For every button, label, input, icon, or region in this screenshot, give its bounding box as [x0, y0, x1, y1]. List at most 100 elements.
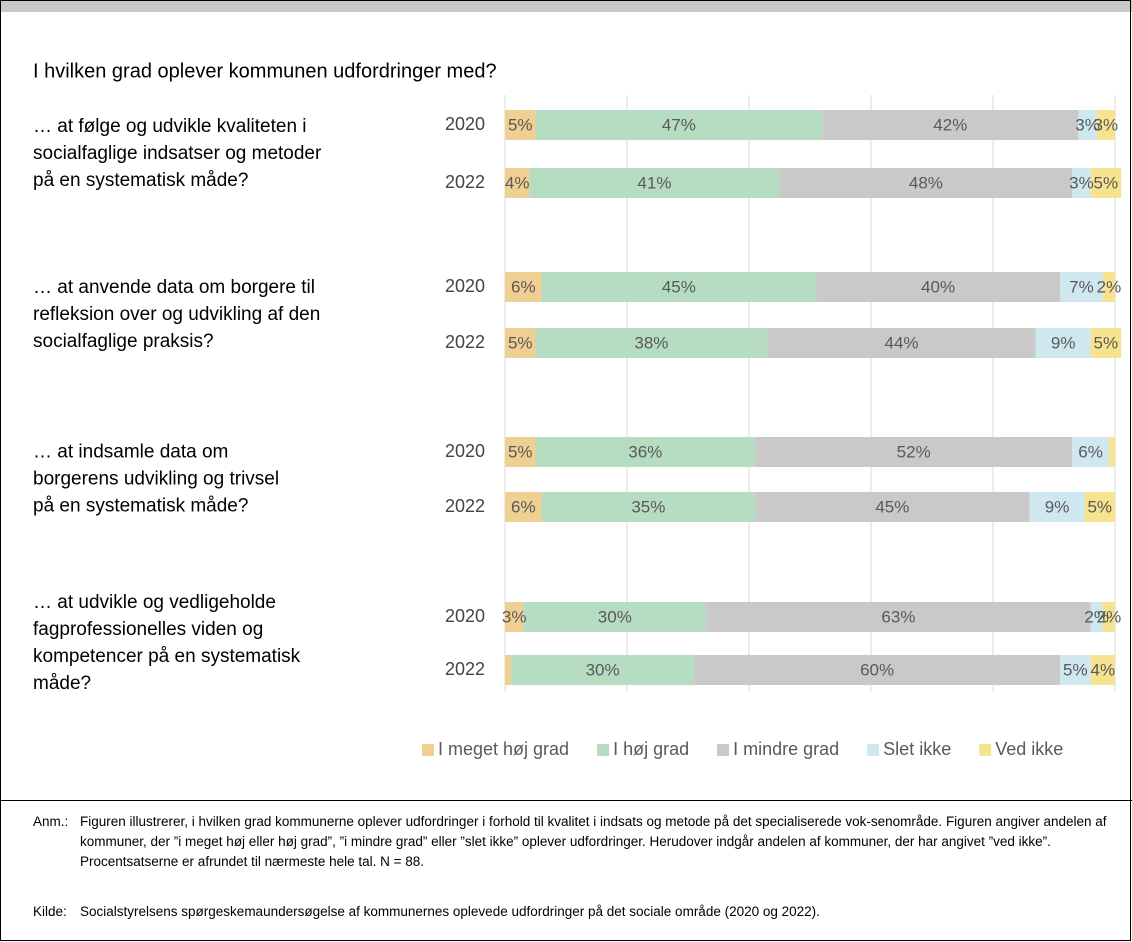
bar-segment [822, 110, 1079, 140]
bar-segment [505, 328, 536, 358]
legend-label: Ved ikke [995, 739, 1063, 759]
bar-segment [535, 328, 768, 358]
bar-segment [505, 272, 542, 302]
bar-segment [1078, 110, 1097, 140]
data-label: 45% [662, 277, 696, 296]
data-label: 52% [897, 442, 931, 461]
bar-segment [1096, 110, 1115, 140]
bar-segment [505, 655, 512, 685]
data-label: 9% [1051, 333, 1076, 352]
bar-segment [505, 110, 536, 140]
legend-label: I mindre grad [733, 739, 839, 759]
y-tick-label: 2020 [445, 114, 485, 134]
group-label: borgerens udvikling og trivsel [33, 469, 279, 490]
data-label: 5% [508, 115, 533, 134]
group-label: … at udvikle og vedligeholde [33, 592, 276, 613]
data-label: 5% [508, 333, 533, 352]
bar-segment [505, 492, 542, 522]
group-label: på en systematisk måde? [33, 170, 248, 191]
legend-label: Slet ikke [883, 739, 951, 759]
data-label: 60% [860, 660, 894, 679]
bar-segment [541, 492, 756, 522]
bar-segment [1090, 655, 1115, 685]
bar-segment [511, 655, 695, 685]
data-label: 4% [505, 173, 530, 192]
bar-segment [816, 272, 1061, 302]
bar-segment [1102, 602, 1115, 632]
group-label: … at følge og udvikle kvaliteten i [33, 116, 307, 137]
legend-swatch [867, 744, 880, 756]
bar-segment [1072, 437, 1109, 467]
y-tick-label: 2020 [445, 276, 485, 296]
note-label: Anm.: [33, 814, 69, 829]
data-label: 5% [1063, 660, 1088, 679]
legend-swatch [422, 744, 434, 756]
group-label: … at anvende data om borgere til [33, 277, 315, 298]
bar-segment [523, 602, 707, 632]
y-tick-label: 2022 [445, 172, 485, 192]
bar-segment [535, 110, 823, 140]
legend-swatch [717, 744, 730, 756]
bar-segment [1090, 328, 1122, 358]
group-label: socialfaglige praksis? [33, 331, 214, 352]
bar-segment [505, 602, 524, 632]
legend-swatch [979, 744, 992, 756]
bar-segment [767, 328, 1036, 358]
data-label: 35% [631, 497, 665, 516]
header-band [0, 0, 1132, 12]
data-label: 36% [628, 442, 662, 461]
note: Anm.: Figuren illustrerer, i hvilken gra… [33, 812, 1118, 872]
bar-segment [706, 602, 1091, 632]
data-label: 3% [1094, 115, 1119, 134]
legend-swatch [597, 744, 610, 756]
group-label: fagprofessionelles viden og [33, 619, 263, 640]
note-text: Figuren illustrerer, i hvilken grad komm… [80, 814, 1107, 869]
bar-segment [505, 168, 530, 198]
data-label: 7% [1069, 277, 1094, 296]
data-label: 6% [1078, 442, 1103, 461]
data-label: 2% [1084, 607, 1109, 626]
y-tick-label: 2022 [445, 659, 485, 679]
bar-segment [1090, 168, 1122, 198]
data-label: 48% [909, 173, 943, 192]
bar-segment [1108, 437, 1115, 467]
data-label: 2% [1097, 607, 1122, 626]
data-label: 3% [1069, 173, 1094, 192]
group-label: på en systematisk måde? [33, 496, 248, 517]
group-label: refleksion over og udvikling af den [33, 304, 320, 325]
bar-segment [779, 168, 1073, 198]
data-label: 5% [1094, 173, 1119, 192]
data-label: 4% [1091, 660, 1116, 679]
y-tick-label: 2020 [445, 606, 485, 626]
group-label: … at indsamle data om [33, 442, 228, 463]
data-label: 2% [1097, 277, 1122, 296]
bar-segment [1072, 168, 1091, 198]
source: Kilde: Socialstyrelsens spørgeskemaunder… [33, 902, 1118, 922]
bar-segment [529, 168, 780, 198]
bar-segment [1060, 655, 1091, 685]
source-label: Kilde: [33, 904, 67, 919]
bar-segment [505, 437, 536, 467]
bar-segment [755, 492, 1030, 522]
bar-segment [1090, 602, 1103, 632]
data-label: 3% [1075, 115, 1100, 134]
data-label: 9% [1045, 497, 1070, 516]
group-label: socialfaglige indsatser og metoder [33, 143, 322, 164]
group-label: måde? [33, 673, 91, 694]
data-label: 47% [662, 115, 696, 134]
legend-label: I høj grad [613, 739, 689, 759]
source-text: Socialstyrelsens spørgeskemaundersøgelse… [80, 904, 820, 919]
data-label: 41% [637, 173, 671, 192]
data-label: 45% [875, 497, 909, 516]
data-label: 6% [511, 497, 536, 516]
bar-segment [1029, 492, 1085, 522]
bar-segment [1060, 272, 1103, 302]
chart-subtitle: I hvilken grad oplever kommunen udfordri… [33, 60, 497, 82]
data-label: 42% [933, 115, 967, 134]
y-tick-label: 2020 [445, 441, 485, 461]
bar-segment [1084, 492, 1115, 522]
bar-segment [1035, 328, 1091, 358]
data-label: 38% [634, 333, 668, 352]
